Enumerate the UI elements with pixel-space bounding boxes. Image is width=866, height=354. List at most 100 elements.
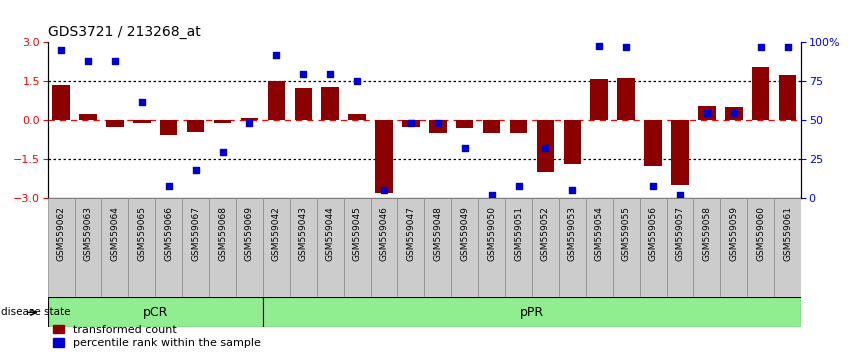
Bar (48, 297, 263, 327)
Bar (537, 120, 554, 172)
Text: GDS3721 / 213268_at: GDS3721 / 213268_at (48, 25, 200, 39)
Text: GSM559060: GSM559060 (756, 206, 766, 261)
Bar (725, 107, 742, 120)
Bar (532, 198, 559, 297)
Point (539, 145, 553, 151)
Bar (585, 198, 612, 297)
Bar (348, 114, 365, 120)
Bar (644, 120, 662, 166)
Text: GSM559048: GSM559048 (433, 206, 443, 261)
Text: GSM559063: GSM559063 (83, 206, 93, 261)
Bar (268, 81, 285, 120)
Bar (451, 198, 478, 297)
Bar (371, 198, 397, 297)
Text: GSM559067: GSM559067 (191, 206, 200, 261)
Text: GSM559057: GSM559057 (675, 206, 684, 261)
Bar (133, 120, 151, 124)
Bar (187, 120, 204, 132)
Text: GSM559056: GSM559056 (649, 206, 657, 261)
Text: GSM559045: GSM559045 (352, 206, 362, 261)
Point (162, 183, 176, 189)
Text: GSM559044: GSM559044 (326, 206, 334, 261)
Point (242, 121, 256, 126)
Point (673, 192, 687, 198)
Bar (640, 198, 667, 297)
Bar (774, 198, 801, 297)
Bar (317, 198, 344, 297)
Point (296, 71, 310, 76)
Point (350, 79, 364, 84)
Text: disease state: disease state (1, 307, 70, 318)
Point (431, 121, 445, 126)
Bar (721, 198, 747, 297)
Point (135, 99, 149, 104)
Legend: transformed count, percentile rank within the sample: transformed count, percentile rank withi… (53, 325, 261, 348)
Bar (698, 106, 715, 120)
Bar (321, 87, 339, 120)
Bar (478, 198, 505, 297)
Bar (429, 120, 447, 133)
Bar (779, 75, 797, 120)
Bar (456, 120, 474, 128)
Bar (344, 198, 371, 297)
Text: GSM559069: GSM559069 (245, 206, 254, 261)
Point (646, 183, 660, 189)
Text: GSM559052: GSM559052 (541, 206, 550, 261)
Bar (397, 198, 424, 297)
Text: pPR: pPR (520, 306, 544, 319)
Bar (294, 88, 312, 120)
Point (323, 71, 337, 76)
Bar (747, 198, 774, 297)
Text: pCR: pCR (143, 306, 168, 319)
Bar (263, 297, 801, 327)
Text: GSM559061: GSM559061 (783, 206, 792, 261)
Bar (80, 114, 97, 120)
Bar (209, 198, 236, 297)
Text: GSM559042: GSM559042 (272, 206, 281, 261)
Text: GSM559046: GSM559046 (379, 206, 389, 261)
Point (189, 167, 203, 173)
Text: GSM559053: GSM559053 (568, 206, 577, 261)
Bar (559, 198, 585, 297)
Text: GSM559043: GSM559043 (299, 206, 307, 261)
Point (727, 110, 740, 115)
Bar (564, 120, 581, 165)
Bar (483, 120, 501, 133)
Text: GSM559058: GSM559058 (702, 206, 711, 261)
Text: GSM559059: GSM559059 (729, 206, 739, 261)
Bar (241, 118, 258, 120)
Point (108, 58, 122, 64)
Text: GSM559065: GSM559065 (138, 206, 146, 261)
Text: GSM559055: GSM559055 (622, 206, 630, 261)
Bar (182, 198, 209, 297)
Bar (671, 120, 688, 185)
Text: GSM559054: GSM559054 (595, 206, 604, 261)
Point (592, 43, 606, 48)
Bar (263, 198, 290, 297)
Text: GSM559051: GSM559051 (514, 206, 523, 261)
Text: GSM559066: GSM559066 (165, 206, 173, 261)
Bar (290, 198, 317, 297)
Bar (591, 79, 608, 120)
Bar (613, 198, 640, 297)
Text: GSM559050: GSM559050 (487, 206, 496, 261)
Point (269, 52, 283, 58)
Text: GSM559049: GSM559049 (460, 206, 469, 261)
Point (458, 145, 472, 151)
Bar (510, 120, 527, 133)
Bar (617, 78, 635, 120)
Bar (155, 198, 182, 297)
Bar (74, 198, 101, 297)
Point (485, 192, 499, 198)
Point (216, 149, 229, 154)
Point (619, 44, 633, 50)
Bar (107, 120, 124, 127)
Point (753, 44, 767, 50)
Point (700, 110, 714, 115)
Point (780, 44, 794, 50)
Bar (402, 120, 420, 127)
Bar (375, 120, 392, 193)
Bar (160, 120, 178, 135)
Text: GSM559047: GSM559047 (406, 206, 416, 261)
Bar (48, 198, 74, 297)
